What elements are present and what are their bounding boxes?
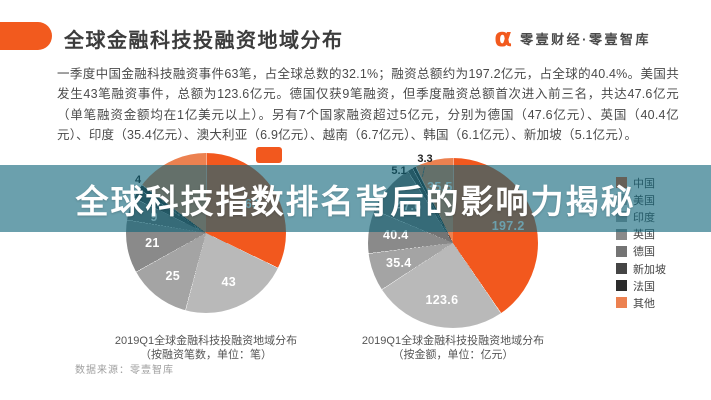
- caption-right: 2019Q1全球金融科技投融资地域分布 （按金额，单位：亿元）: [323, 334, 583, 362]
- caption-left: 2019Q1全球金融科技投融资地域分布 （按融资笔数，单位：笔）: [76, 334, 336, 362]
- legend-item-英国: 英国: [616, 226, 666, 243]
- pie-slice-label-美国: 43: [221, 275, 237, 290]
- intro-paragraph: 一季度中国金融科技融资事件63笔，占全球总数的32.1%；融资总额约为197.2…: [57, 67, 679, 143]
- legend-label: 英国: [633, 229, 655, 242]
- legend-swatch-icon: [616, 228, 627, 240]
- legend-item-德国: 德国: [616, 243, 666, 260]
- legend-label: 其他: [633, 297, 655, 310]
- overlay-banner-text: 全球科技指数排名背后的影响力揭秘: [75, 182, 636, 220]
- legend-label: 法国: [633, 280, 655, 293]
- pie-slice-label-英国: 21: [145, 235, 160, 250]
- pie-outside-label: 3.3: [417, 153, 433, 165]
- legend-label: 新加坡: [633, 263, 666, 276]
- legend-swatch-icon: [616, 297, 627, 309]
- brand-logo: α 零壹财经·零壹智库: [494, 23, 651, 53]
- data-source-note: 数据来源：零壹智库: [75, 365, 174, 376]
- orange-decoration: [256, 147, 282, 163]
- pie-slice-label-印度: 25: [165, 269, 181, 284]
- pie-slice-label-美国: 123.6: [425, 292, 459, 307]
- page-title: 全球金融科技投融资地域分布: [64, 30, 344, 52]
- brand-logo-icon: α: [494, 23, 513, 53]
- legend-item-新加坡: 新加坡: [616, 260, 666, 277]
- legend-swatch-icon: [616, 245, 627, 257]
- legend-label: 德国: [633, 246, 655, 259]
- title-accent-pill: [0, 22, 52, 50]
- caption-left-line1: 2019Q1全球金融科技投融资地域分布: [114, 335, 298, 347]
- caption-left-line2: （按融资笔数，单位：笔）: [140, 349, 272, 361]
- legend-item-其他: 其他: [616, 294, 666, 311]
- legend-item-法国: 法国: [616, 277, 666, 294]
- brand-logo-text: 零壹财经·零壹智库: [520, 31, 651, 47]
- caption-right-line2: （按金额，单位：亿元）: [392, 349, 514, 361]
- legend-swatch-icon: [616, 280, 627, 292]
- overlay-banner: 全球科技指数排名背后的影响力揭秘: [0, 165, 711, 232]
- pie-slice-label-印度: 35.4: [386, 256, 412, 271]
- caption-right-line1: 2019Q1全球金融科技投融资地域分布: [361, 335, 545, 347]
- legend-swatch-icon: [616, 263, 627, 275]
